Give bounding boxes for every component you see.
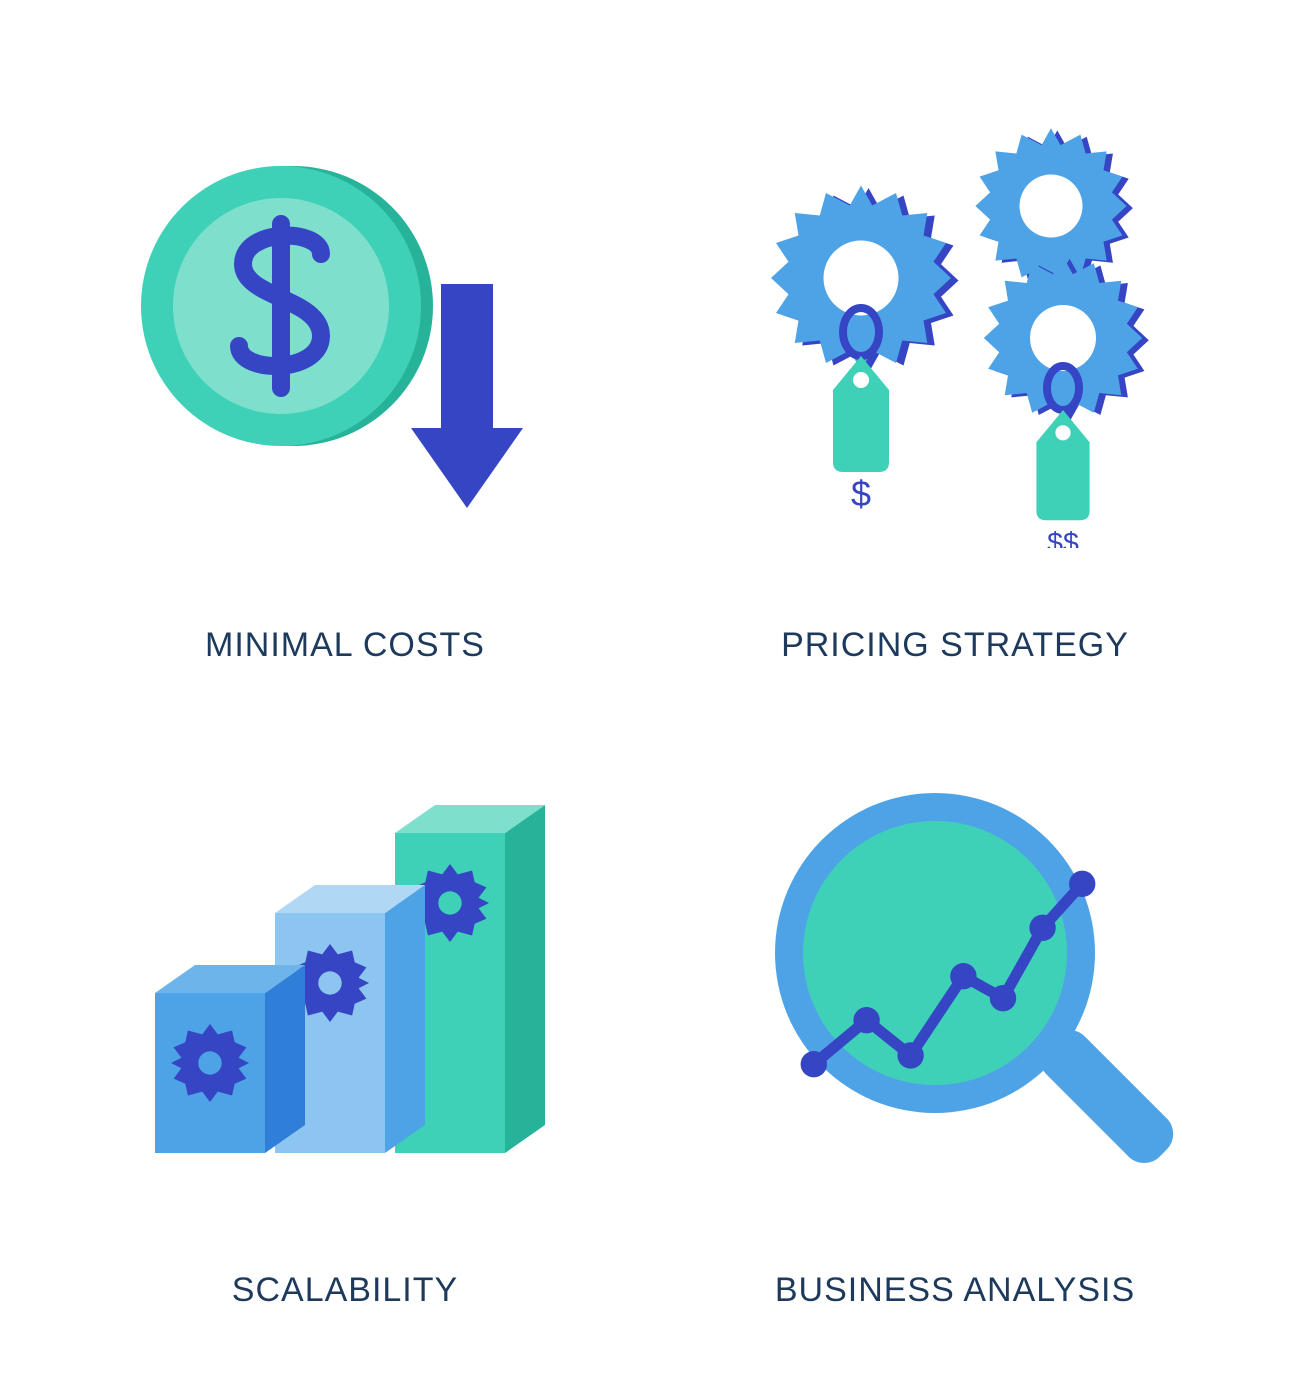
pricing-strategy-icon: $ $$ <box>670 80 1240 596</box>
business-analysis-icon <box>670 725 1240 1241</box>
svg-text:$$: $$ <box>1047 528 1079 549</box>
scalability-label: SCALABILITY <box>232 1271 458 1310</box>
minimal-costs-label: MINIMAL COSTS <box>205 626 485 665</box>
minimal-costs-icon <box>60 80 630 596</box>
cell-business-analysis: BUSINESS ANALYSIS <box>670 725 1240 1310</box>
scalability-icon <box>60 725 630 1241</box>
cell-minimal-costs: MINIMAL COSTS <box>60 80 630 665</box>
cell-scalability: SCALABILITY <box>60 725 630 1310</box>
business-analysis-label: BUSINESS ANALYSIS <box>775 1271 1135 1310</box>
pricing-strategy-label: PRICING STRATEGY <box>781 626 1129 665</box>
cell-pricing-strategy: $ $$ PRICING STRATEGY <box>670 80 1240 665</box>
svg-text:$: $ <box>851 473 871 514</box>
